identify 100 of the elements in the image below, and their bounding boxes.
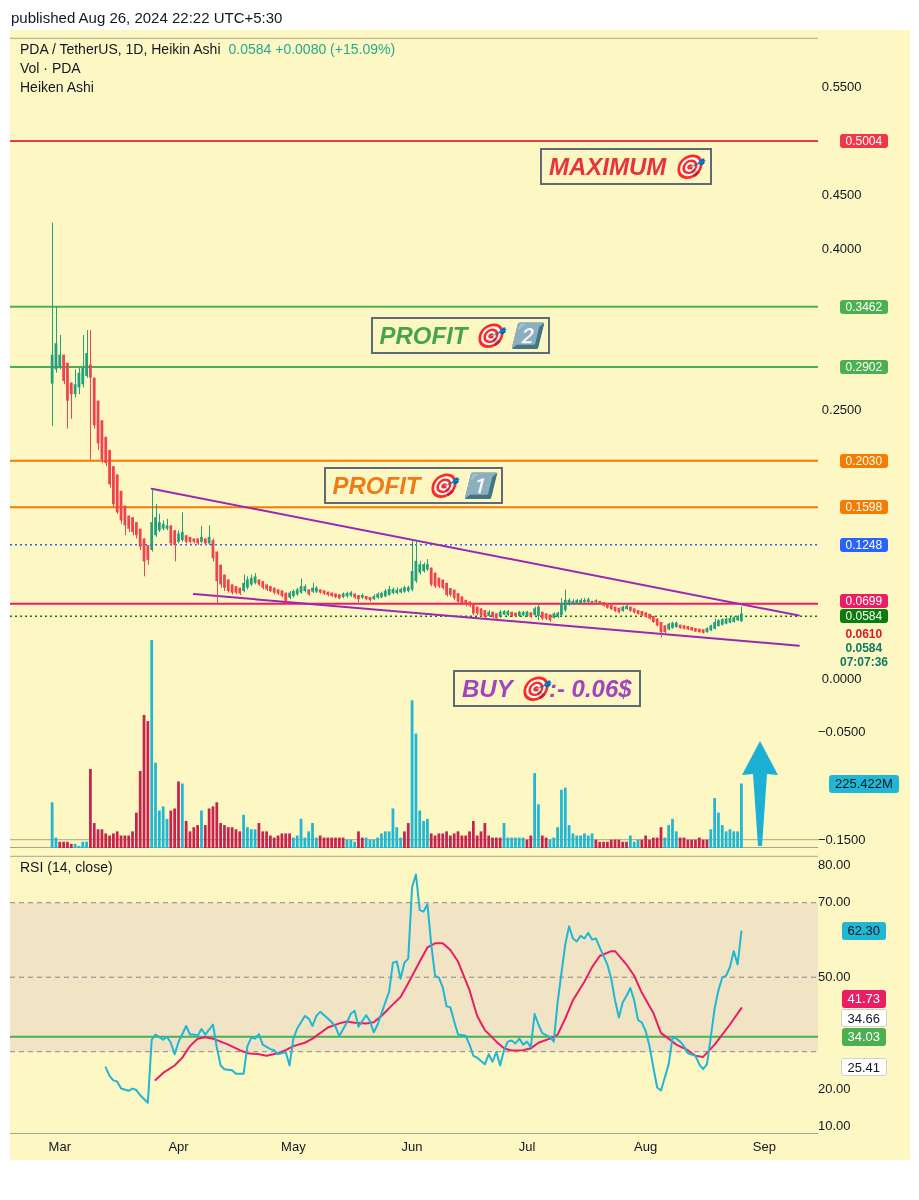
bar <box>606 841 609 848</box>
bar <box>628 835 632 848</box>
candlestick <box>169 524 173 546</box>
bar <box>686 839 690 848</box>
bar <box>337 837 341 848</box>
bar <box>85 841 88 848</box>
bar <box>81 841 85 848</box>
bar <box>640 839 644 848</box>
x-tick-label: Aug <box>634 1139 658 1155</box>
y-tick-label: 0.2500 <box>821 401 862 417</box>
bar <box>644 835 648 848</box>
y-tick-label: 0.4000 <box>821 240 862 256</box>
bar <box>383 831 387 848</box>
bar <box>609 839 613 848</box>
bar <box>169 810 173 848</box>
candlestick <box>58 334 62 370</box>
bar <box>249 829 253 848</box>
x-tick-label: Jun <box>401 1139 423 1155</box>
bar <box>583 833 586 848</box>
bar <box>697 837 701 848</box>
bar <box>460 835 464 848</box>
bar <box>533 773 536 848</box>
bar <box>452 833 456 848</box>
bar <box>602 841 605 848</box>
bar <box>445 831 448 848</box>
bar <box>177 781 180 848</box>
bar <box>330 837 334 848</box>
bar <box>678 837 682 848</box>
bar <box>494 837 498 848</box>
bar <box>207 808 211 848</box>
y-tick-label: 0.0000 <box>821 670 862 686</box>
bar <box>449 835 452 848</box>
bar <box>349 839 353 848</box>
bar <box>292 837 295 848</box>
bar <box>740 783 743 848</box>
bar <box>376 837 379 848</box>
ref-line-label: 0.3462 <box>839 299 889 314</box>
bar <box>560 789 563 848</box>
bar <box>540 835 544 848</box>
chart-title: PDA / TetherUS, 1D, Heikin Ashi <box>20 41 221 57</box>
bar <box>66 841 69 848</box>
bar <box>713 798 716 848</box>
ref-line-label: 0.0699 <box>839 594 889 609</box>
text: 0.0610 <box>844 627 884 642</box>
ref-line-label: 0.1598 <box>839 500 889 515</box>
bar <box>108 835 111 848</box>
annotation: PROFIT 🎯 2⃣ <box>370 316 550 354</box>
bar <box>732 831 736 848</box>
bar <box>648 839 651 848</box>
candlestick <box>157 513 161 533</box>
annotation: MAXIMUM 🎯 <box>540 147 712 185</box>
bar <box>483 823 487 848</box>
bar <box>226 827 230 848</box>
bar <box>223 825 226 848</box>
annotation: PROFIT 🎯 1⃣ <box>323 466 503 504</box>
y-tick-label: 80.00 <box>817 857 851 873</box>
bar <box>104 833 108 848</box>
bar <box>464 835 468 848</box>
y-tick-label: −0.1500 <box>818 831 866 847</box>
y-tick-label: −0.0500 <box>818 724 866 740</box>
text: 62.30 <box>841 922 887 941</box>
bar <box>112 833 115 848</box>
bar <box>311 823 314 848</box>
bar <box>510 837 514 848</box>
bar <box>426 818 429 848</box>
bar <box>471 820 475 848</box>
bar <box>529 835 533 848</box>
y-tick-label: 50.00 <box>817 968 851 984</box>
bar <box>514 837 517 848</box>
bar <box>89 768 92 848</box>
y-tick-label: 10.00 <box>817 1117 851 1133</box>
bar <box>586 835 590 848</box>
bar <box>671 818 674 848</box>
bar <box>215 802 219 848</box>
ref-line-label: 0.2902 <box>839 360 889 375</box>
x-tick-label: May <box>281 1139 307 1155</box>
bar <box>651 837 655 848</box>
bar <box>326 837 330 848</box>
annotation: BUY 🎯:- 0.06$ <box>453 669 641 707</box>
bar <box>318 835 322 848</box>
bar <box>196 825 200 848</box>
bar <box>353 841 357 848</box>
y-tick-label: 20.00 <box>817 1080 851 1096</box>
bar <box>69 843 73 848</box>
bar <box>498 837 502 848</box>
bar <box>62 841 65 848</box>
y-tick-label: 0.4500 <box>821 186 862 202</box>
bar <box>694 839 697 848</box>
text: 0.0584 <box>844 641 884 656</box>
bar <box>357 831 360 848</box>
bar <box>184 820 188 848</box>
y-tick-label: 0.5500 <box>821 79 862 95</box>
x-tick-label: Apr <box>168 1139 190 1155</box>
bar <box>406 823 410 848</box>
bar <box>192 827 196 848</box>
bar <box>200 810 203 848</box>
bar <box>563 787 567 848</box>
bar <box>127 835 131 848</box>
bar <box>380 833 383 848</box>
annotation: 0.0584 +0.0080 (+15.09%) <box>228 41 396 57</box>
